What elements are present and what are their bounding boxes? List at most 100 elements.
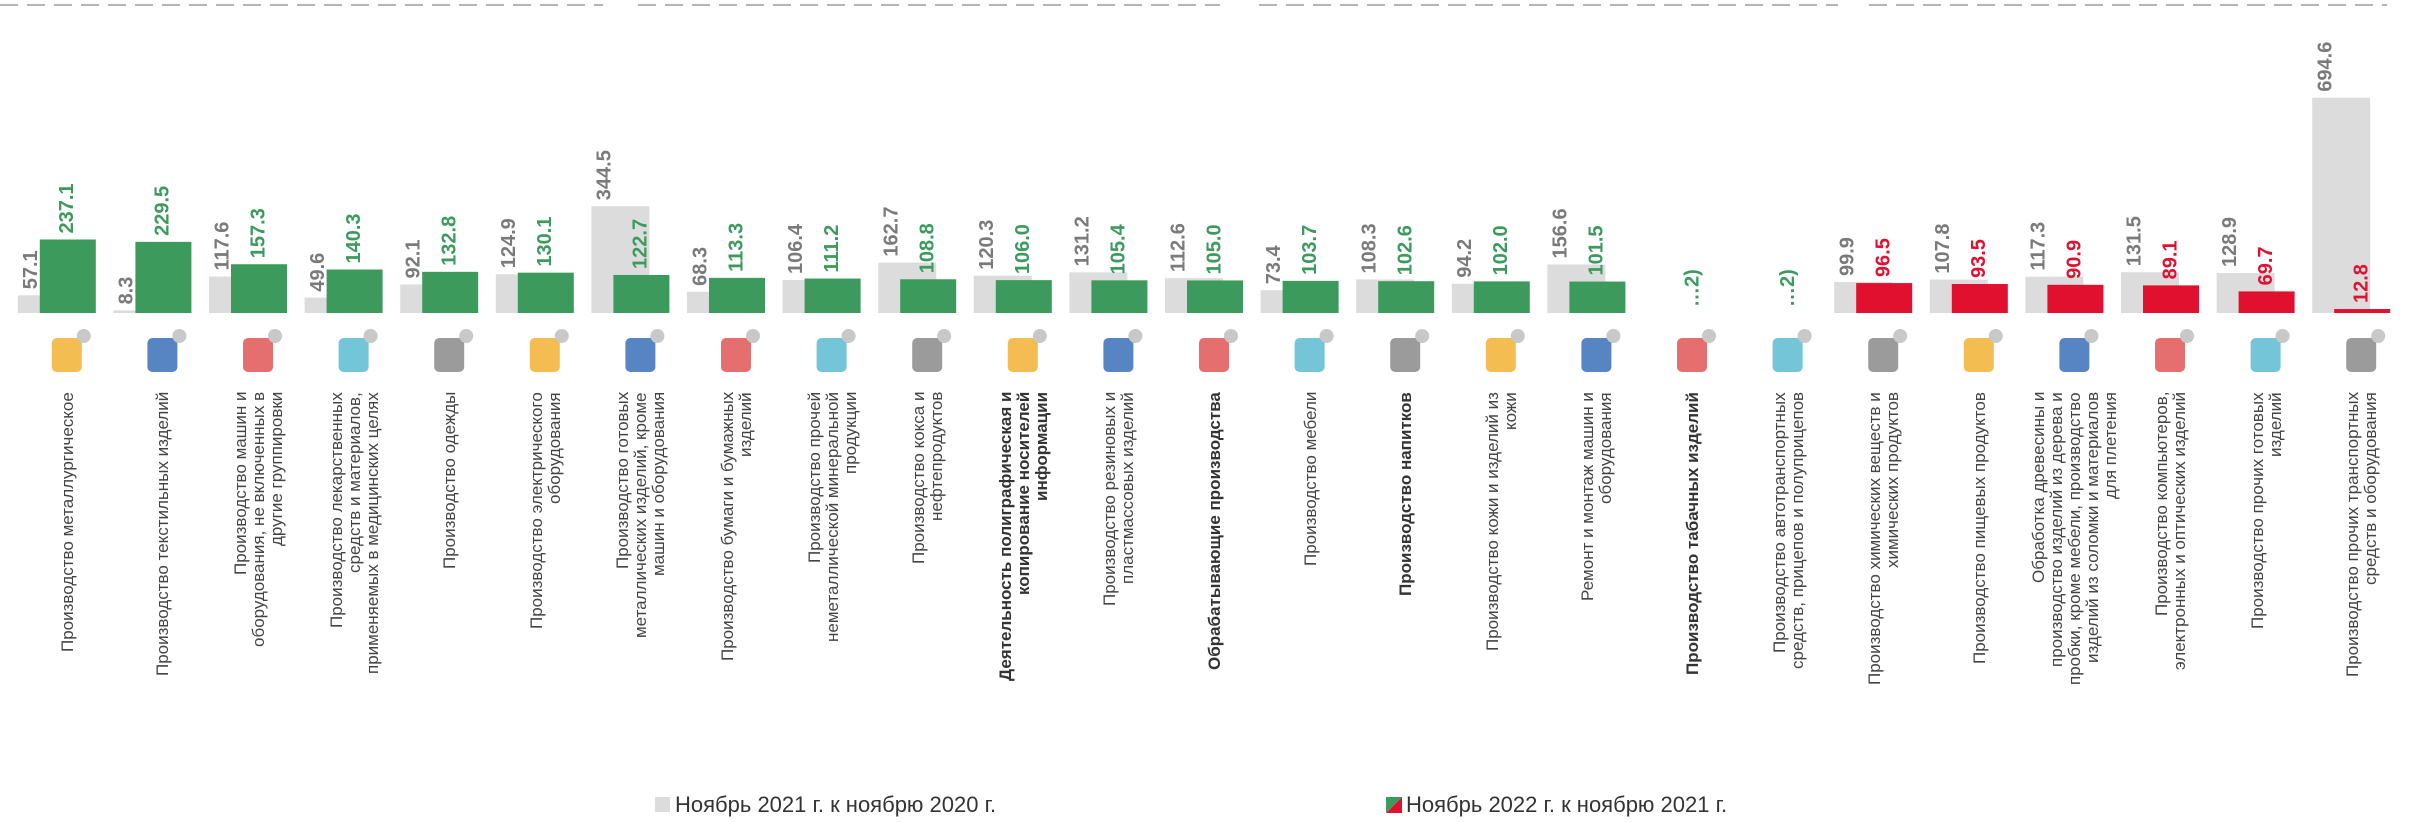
- category-icon: [721, 329, 760, 372]
- bar: [40, 239, 96, 313]
- value-label: 111.2: [821, 225, 843, 273]
- bar: [709, 278, 765, 313]
- icon-shape: [1773, 338, 1803, 372]
- value-label: 162.7: [880, 207, 902, 257]
- bar: [805, 279, 861, 313]
- category-label: Производство прочей неметаллической мине…: [806, 392, 860, 764]
- value-label: 90.9: [2064, 240, 2086, 279]
- value-label: 102.0: [1490, 225, 1512, 275]
- legend-item: Ноябрь 2021 г. к ноябрю 2020 г.: [655, 792, 996, 818]
- icon-shape: [1868, 338, 1898, 372]
- icon-gear: [1128, 329, 1142, 343]
- value-label: 108.8: [916, 223, 938, 273]
- bar: [1378, 281, 1434, 313]
- icon-gear: [1606, 329, 1620, 343]
- value-label: 101.5: [1586, 225, 1608, 275]
- category-icon: [530, 329, 569, 372]
- bar: [2143, 285, 2199, 313]
- icon-shape: [1008, 338, 1038, 372]
- value-label: 96.5: [1872, 238, 1894, 277]
- value-label: 140.3: [343, 213, 365, 263]
- icon-gear: [2180, 329, 2194, 343]
- bar: [231, 264, 287, 313]
- icon-shape: [1199, 338, 1229, 372]
- icon-shape: [1486, 338, 1516, 372]
- category-label: Производство автотранспортных средств, п…: [1771, 392, 1807, 764]
- value-label: 106.0: [1012, 224, 1034, 274]
- icon-gear: [268, 329, 282, 343]
- icon-shape: [243, 338, 273, 372]
- category-label: Ремонт и монтаж машин и оборудования: [1579, 392, 1615, 764]
- category-label: Деятельность полиграфическая и копирован…: [997, 392, 1051, 764]
- bar: [1856, 283, 1912, 313]
- value-label: 99.9: [1836, 237, 1858, 276]
- value-label: 117.3: [2028, 222, 2050, 271]
- bar: [1569, 282, 1625, 313]
- icon-shape: [1390, 338, 1420, 372]
- bar: [1474, 281, 1530, 313]
- category-icon: [1390, 329, 1429, 372]
- icon-gear: [364, 329, 378, 343]
- value-label: 117.6: [211, 222, 233, 271]
- value-label: 92.1: [402, 240, 424, 279]
- value-label: 102.6: [1394, 225, 1416, 275]
- category-label: Производство напитков: [1397, 392, 1415, 764]
- category-icon: [1581, 329, 1620, 372]
- icon-gear: [555, 329, 569, 343]
- bar: [1952, 284, 2008, 313]
- icon-gear: [1415, 329, 1429, 343]
- icon-shape: [339, 338, 369, 372]
- category-icon: [2346, 329, 2385, 372]
- icon-shape: [1581, 338, 1611, 372]
- category-icon: [912, 329, 951, 372]
- category-label: Производство кокса и нефтепродуктов: [910, 392, 946, 764]
- category-label: Производство кожи и изделий из кожи: [1484, 392, 1520, 764]
- legend-item: Ноябрь 2022 г. к ноябрю 2021 г.: [1386, 792, 1727, 818]
- value-label: 69.7: [2255, 246, 2277, 285]
- category-icon: [434, 329, 473, 372]
- category-icon: [52, 329, 91, 372]
- category-label: Производство табачных изделий: [1684, 392, 1702, 764]
- value-label: …2): [1681, 269, 1703, 307]
- value-label: 107.8: [1932, 224, 1954, 274]
- icon-shape: [2059, 338, 2089, 372]
- value-label: 128.9: [2219, 217, 2241, 267]
- category-icon: [2059, 329, 2098, 372]
- category-icon: [2155, 329, 2194, 372]
- value-label: 113.3: [725, 223, 747, 272]
- icon-shape: [1964, 338, 1994, 372]
- value-label: 94.2: [1454, 239, 1476, 278]
- category-icon: [147, 329, 186, 372]
- value-label: 93.5: [1968, 239, 1990, 278]
- value-label: …2): [1777, 269, 1799, 307]
- value-label: 112.6: [1167, 223, 1189, 272]
- value-label: 120.3: [976, 220, 998, 270]
- icon-shape: [912, 338, 942, 372]
- icon-shape: [147, 338, 177, 372]
- icon-shape: [1103, 338, 1133, 372]
- category-label: Обрабатывающие производства: [1206, 392, 1224, 764]
- icon-gear: [1511, 329, 1525, 343]
- bar: [422, 272, 478, 313]
- value-label: 131.5: [2123, 216, 2145, 266]
- icon-gear: [937, 329, 951, 343]
- category-label: Производство одежды: [441, 392, 459, 764]
- icon-shape: [52, 338, 82, 372]
- category-label: Производство бумаги и бумажных изделий: [719, 392, 755, 764]
- value-label: 8.3: [116, 277, 138, 305]
- value-label: 344.5: [594, 150, 616, 200]
- legend-swatch: [1386, 797, 1402, 813]
- value-label: 131.2: [1072, 216, 1094, 266]
- category-icon: [2251, 329, 2290, 372]
- value-label: 229.5: [152, 186, 174, 236]
- value-label: 68.3: [689, 247, 711, 286]
- category-label: Производство прочих готовых изделий: [2249, 392, 2285, 764]
- icon-gear: [1989, 329, 2003, 343]
- icon-gear: [1320, 329, 1334, 343]
- bar: [2047, 285, 2103, 313]
- bar: [2239, 291, 2295, 313]
- icon-gear: [172, 329, 186, 343]
- icon-gear: [1224, 329, 1238, 343]
- category-icon: [1964, 329, 2003, 372]
- category-label: Производство текстильных изделий: [154, 392, 172, 764]
